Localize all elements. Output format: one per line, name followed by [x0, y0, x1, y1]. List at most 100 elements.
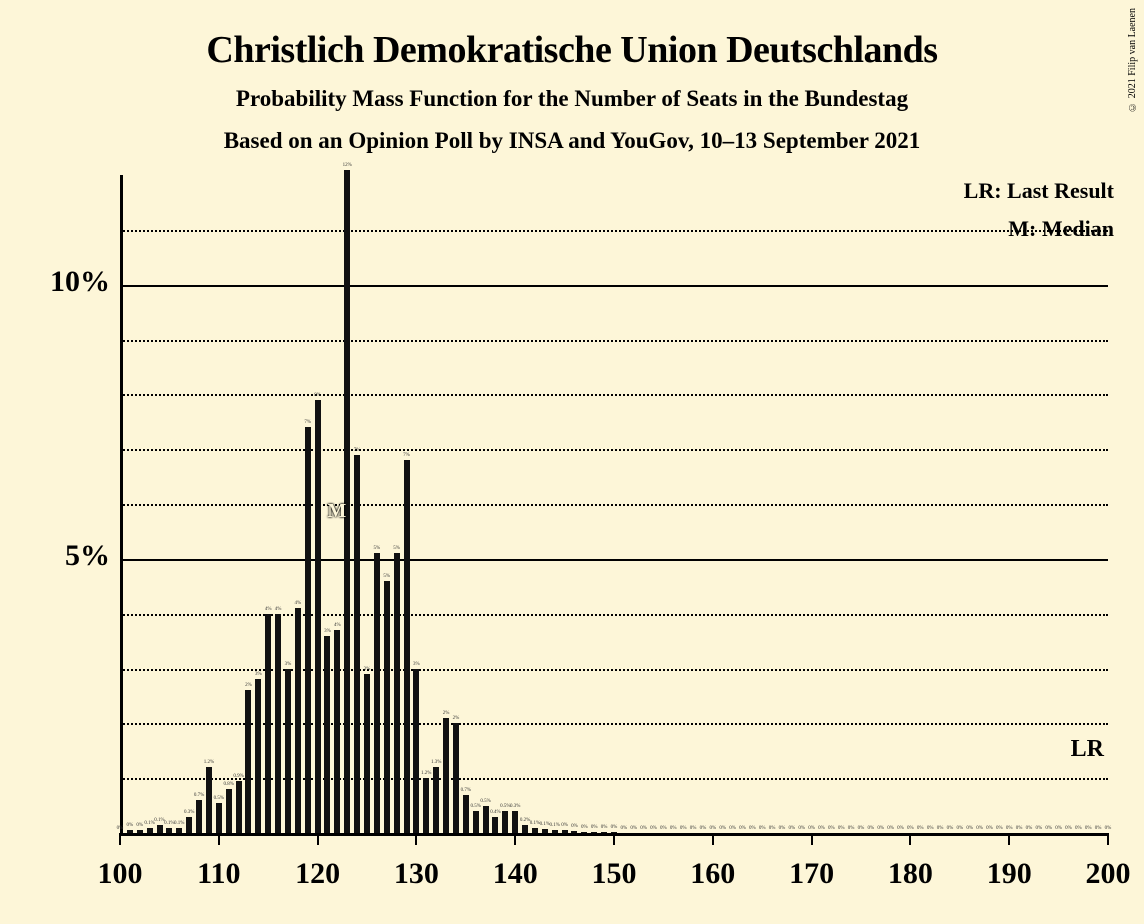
x-tick	[218, 833, 220, 845]
bar	[334, 630, 340, 833]
bar-value-label: 0.7%	[194, 793, 204, 798]
bar-value-label: 0.8%	[223, 782, 233, 787]
plot-area: 5%10%1001101201301401501601701801902000%…	[120, 175, 1108, 833]
bar-value-label: 0%	[907, 826, 914, 831]
x-tick	[415, 833, 417, 845]
bar	[571, 831, 577, 833]
bar-value-label: 0.1%	[540, 822, 550, 827]
bar-value-label: 0%	[1105, 826, 1112, 831]
bar-value-label: 8%	[314, 393, 321, 398]
x-axis-label: 150	[592, 857, 637, 891]
bar	[157, 825, 163, 833]
x-tick	[909, 833, 911, 845]
bar-value-label: 0%	[858, 826, 865, 831]
bar-value-label: 3%	[324, 629, 331, 634]
bar-value-label: 0%	[759, 826, 766, 831]
bar-value-label: 0%	[927, 826, 934, 831]
bar-value-label: 7%	[403, 453, 410, 458]
x-axis-label: 130	[394, 857, 439, 891]
bar	[443, 718, 449, 833]
bar	[502, 811, 508, 833]
bar-value-label: 0.1%	[174, 821, 184, 826]
x-axis-label: 120	[295, 857, 340, 891]
gridline-minor	[120, 449, 1108, 451]
bar-value-label: 0%	[1095, 826, 1102, 831]
bar	[285, 669, 291, 834]
bar-value-label: 4%	[275, 607, 282, 612]
gridline-major	[120, 559, 1108, 561]
bar-value-label: 0%	[788, 826, 795, 831]
bar-value-label: 0%	[976, 826, 983, 831]
x-tick	[811, 833, 813, 845]
bar	[413, 669, 419, 834]
bar-value-label: 3%	[285, 662, 292, 667]
x-axis-label: 200	[1086, 857, 1131, 891]
bar-value-label: 0.3%	[510, 804, 520, 809]
bar-value-label: 0.9%	[233, 774, 243, 779]
bar	[611, 832, 617, 833]
x-axis-label: 180	[888, 857, 933, 891]
bar	[245, 690, 251, 833]
bar-value-label: 0%	[828, 826, 835, 831]
bar-value-label: 0%	[127, 823, 134, 828]
bar-value-label: 0%	[611, 825, 618, 830]
chart-canvas: © 2021 Filip van Laenen Christlich Demok…	[0, 0, 1144, 924]
bar-value-label: 0%	[798, 826, 805, 831]
bar-value-label: 0%	[749, 826, 756, 831]
bar-value-label: 0%	[937, 826, 944, 831]
bar	[265, 614, 271, 833]
bar-value-label: 0.1%	[550, 823, 560, 828]
x-tick	[514, 833, 516, 845]
bar	[166, 828, 172, 833]
x-tick	[1008, 833, 1010, 845]
bar-value-label: 0%	[986, 826, 993, 831]
bar-value-label: 0%	[670, 826, 677, 831]
bar-value-label: 12%	[343, 163, 352, 168]
bar-value-label: 7%	[354, 448, 361, 453]
bar-value-label: 1.3%	[431, 760, 441, 765]
bar	[255, 679, 261, 833]
bar-value-label: 4%	[294, 601, 301, 606]
bar-value-label: 0%	[1016, 826, 1023, 831]
bar	[532, 828, 538, 833]
bar	[492, 817, 498, 833]
x-tick	[1107, 833, 1109, 845]
bar	[512, 811, 518, 833]
bar	[453, 723, 459, 833]
x-axis-label: 170	[789, 857, 834, 891]
bar-value-label: 0.1%	[530, 821, 540, 826]
bar	[581, 832, 587, 833]
x-axis-label: 110	[197, 857, 240, 891]
bar-value-label: 1.2%	[204, 760, 214, 765]
bar-value-label: 7%	[304, 420, 311, 425]
bar	[562, 830, 568, 833]
x-axis-label: 100	[98, 857, 143, 891]
bar-value-label: 0.5%	[500, 804, 510, 809]
chart-subtitle-2: Based on an Opinion Poll by INSA and You…	[0, 128, 1144, 154]
bar	[127, 830, 133, 833]
bar-value-label: 3%	[364, 667, 371, 672]
bar-value-label: 0.5%	[480, 799, 490, 804]
bar-value-label: 0%	[838, 826, 845, 831]
bar-value-label: 0.5%	[470, 804, 480, 809]
bar-value-label: 2%	[443, 711, 450, 716]
x-tick	[119, 833, 121, 845]
bar-value-label: 0%	[690, 826, 697, 831]
bar-value-label: 0%	[729, 826, 736, 831]
bar	[374, 553, 380, 833]
bar-value-label: 3%	[255, 672, 262, 677]
bar	[394, 553, 400, 833]
bar	[324, 636, 330, 833]
bar	[186, 817, 192, 833]
bar-value-label: 0%	[848, 826, 855, 831]
bar-value-label: 0.7%	[461, 788, 471, 793]
bar-value-label: 0%	[640, 826, 647, 831]
bar-value-label: 0%	[1065, 826, 1072, 831]
bar	[176, 828, 182, 833]
bar-value-label: 0%	[1055, 826, 1062, 831]
bar-value-label: 0%	[719, 826, 726, 831]
bar	[315, 400, 321, 833]
gridline-minor	[120, 230, 1108, 232]
bar-value-label: 0.2%	[520, 818, 530, 823]
gridline-minor	[120, 504, 1108, 506]
